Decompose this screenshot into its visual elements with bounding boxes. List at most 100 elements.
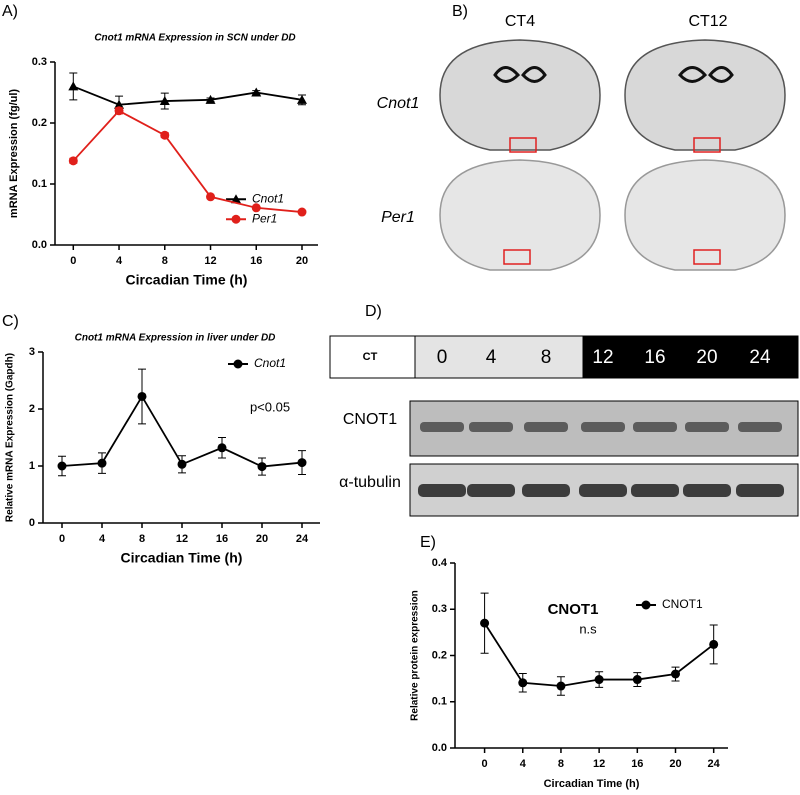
band — [579, 484, 627, 497]
series-line — [72, 85, 303, 106]
chart-title: Cnot1 mRNA Expression in liver under DD — [75, 333, 276, 344]
x-tick-label: 24 — [708, 758, 721, 770]
x-tick-label: 8 — [558, 758, 564, 770]
data-point — [296, 94, 307, 104]
chart-title: CNOT1 — [548, 601, 599, 618]
scn-box — [503, 249, 531, 265]
series-line — [72, 109, 303, 213]
x-tick-label: 16 — [216, 533, 228, 545]
panel-label: E) — [420, 534, 436, 551]
panel-label: C) — [2, 313, 19, 330]
x-tick-label: 0 — [482, 758, 488, 770]
y-tick-label: 2 — [29, 403, 35, 415]
data-point — [251, 87, 262, 97]
y-tick-label: 1 — [29, 460, 35, 472]
band — [685, 422, 729, 432]
x-tick-label: 0 — [59, 533, 65, 545]
x-tick-label: 4 — [116, 255, 123, 267]
data-point — [205, 94, 216, 104]
legend-label: Cnot1 — [254, 356, 286, 370]
x-tick-label: 20 — [256, 533, 268, 545]
data-point — [632, 675, 642, 685]
scn-box — [509, 137, 537, 153]
x-tick-label: 16 — [631, 758, 643, 770]
data-point — [297, 458, 307, 468]
legend-marker — [231, 214, 241, 224]
x-tick-label: 16 — [250, 255, 262, 267]
data-point — [177, 459, 187, 469]
panel-label: A) — [2, 3, 18, 20]
legend-label: Per1 — [252, 211, 277, 225]
data-point — [160, 130, 170, 140]
blot-label: α-tubulin — [339, 474, 401, 491]
brain-image — [624, 159, 786, 271]
x-tick-label: 4 — [99, 533, 106, 545]
y-tick-label: 0.3 — [32, 56, 47, 68]
ct-timepoint: 16 — [644, 347, 665, 368]
x-tick-label: 8 — [162, 255, 168, 267]
band — [581, 422, 625, 432]
x-axis-label: Circadian Time (h) — [126, 272, 248, 288]
ct-timepoint: 12 — [592, 347, 613, 368]
ventricles — [493, 66, 734, 83]
y-axis-label: Relative protein expression — [410, 590, 421, 721]
x-tick-label: 12 — [204, 255, 216, 267]
y-tick-label: 0.1 — [32, 178, 47, 190]
x-tick-label: 12 — [176, 533, 188, 545]
x-tick-label: 4 — [520, 758, 527, 770]
panel-label: D) — [365, 303, 382, 320]
legend-label: CNOT1 — [662, 597, 703, 611]
chart-panel: E) CNOT1 0.0 0.1 0.2 0.3 0.4 0 4 8 12 16 20 24 Circadi… — [410, 534, 728, 790]
x-axis-label: Circadian Time (h) — [121, 550, 243, 566]
chart-panel: A) Cnot1 mRNA Expression in SCN under DD 0… — [2, 3, 318, 288]
data-point — [114, 99, 125, 109]
y-tick-label: 0.2 — [432, 649, 447, 661]
y-tick-label: 0.1 — [432, 696, 447, 708]
band — [467, 484, 515, 497]
data-point — [137, 391, 147, 401]
annotation: p<0.05 — [250, 399, 290, 414]
band — [469, 422, 513, 432]
row-label: Cnot1 — [377, 95, 420, 112]
blot-label: CNOT1 — [343, 411, 397, 428]
panel-d: D) CT CNOT1 α-tubulin 0 4 8 12 16 20 24 — [329, 303, 799, 517]
x-axis-label: Circadian Time (h) — [544, 778, 640, 790]
data-point — [709, 639, 719, 649]
data-point — [114, 106, 124, 116]
brain-image — [624, 39, 786, 151]
legend-marker — [641, 600, 651, 610]
light-phase — [414, 335, 584, 379]
legend-marker — [233, 359, 243, 369]
band — [633, 422, 677, 432]
annotation: n.s — [579, 621, 597, 636]
data-point — [206, 192, 216, 202]
band — [736, 484, 784, 497]
x-tick-label: 8 — [139, 533, 145, 545]
y-tick-label: 0.3 — [432, 603, 447, 615]
band — [524, 422, 568, 432]
dark-phase — [583, 336, 798, 378]
panel-label: B) — [452, 3, 468, 20]
y-axis-label: Relative mRNA Expression (Gapdh) — [5, 353, 16, 522]
ct-timepoint: 0 — [437, 347, 448, 368]
x-tick-label: 20 — [669, 758, 681, 770]
ct-timepoint: 20 — [696, 347, 717, 368]
brain-image — [439, 159, 601, 271]
y-tick-label: 0 — [29, 517, 35, 529]
column-header: CT12 — [688, 13, 727, 30]
legend-marker — [231, 194, 241, 204]
ct-label: CT — [363, 351, 378, 363]
panel-b: B) CT4 CT12 Cnot1 Per1 — [377, 3, 786, 271]
x-tick-label: 0 — [70, 255, 76, 267]
y-tick-label: 0.4 — [432, 557, 448, 569]
data-point — [518, 678, 528, 688]
ct-timepoint: 8 — [541, 347, 552, 368]
data-point — [217, 443, 227, 453]
y-tick-label: 0.2 — [32, 117, 47, 129]
band — [418, 484, 466, 497]
y-axis-label: mRNA Expression (fg/ul) — [8, 89, 20, 218]
scn-boxes — [503, 137, 721, 265]
data-point — [68, 156, 78, 166]
band — [420, 422, 464, 432]
